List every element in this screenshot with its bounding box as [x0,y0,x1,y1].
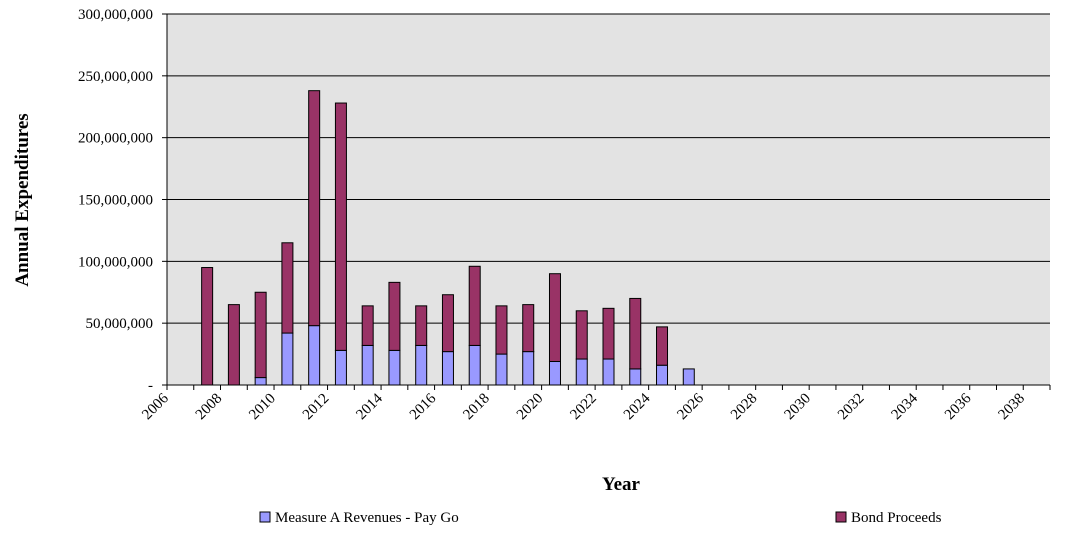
x-tick-label: 2010 [246,391,279,424]
y-tick-label: 300,000,000 [78,7,153,23]
x-tick-label: 2038 [996,391,1029,424]
bar-segment [441,351,454,386]
y-tick-label: 200,000,000 [78,131,153,147]
x-tick-label: 2022 [567,391,600,424]
x-tick-label: 2012 [300,391,333,424]
bar-segment [629,297,642,370]
x-tick-label: 2020 [514,391,547,424]
legend-label: Measure A Revenues - Pay Go [275,510,459,526]
bar-segment [334,102,347,351]
x-tick-label: 2008 [193,391,226,424]
bar-segment [308,90,321,327]
bar-segment [308,325,321,386]
x-tick-label: 2018 [460,391,493,424]
bar-segment [281,242,294,334]
bar-segment [254,291,267,379]
bar-segment [682,368,695,386]
bar-segment [495,353,508,386]
bar-segment [522,351,535,386]
bar-segment [495,305,508,355]
bar-segment [522,304,535,353]
x-tick-label: 2028 [728,391,761,424]
bar-segment [548,273,561,363]
x-tick-label: 2014 [353,390,386,423]
y-axis-title: Annual Expenditures [12,113,33,286]
x-tick-label: 2016 [407,390,440,423]
bar-segment [334,349,347,386]
y-tick-label: - [148,378,153,394]
x-tick-label: 2026 [674,390,707,423]
bar-segment [415,305,428,346]
x-tick-label: 2036 [942,390,975,423]
bar-segment [656,364,669,386]
x-tick-label: 2030 [781,391,814,424]
bar-segment [575,310,588,360]
bar-segment [602,307,615,360]
bar-segment [388,349,401,386]
bar-segment [468,344,481,386]
x-tick-label: 2034 [889,390,922,423]
x-tick-label: 2032 [835,391,868,424]
x-tick-label: 2006 [139,390,172,423]
x-tick-label: 2024 [621,390,654,423]
bar-segment [629,368,642,386]
bar-segment [602,358,615,386]
bar-segment [361,344,374,386]
y-tick-label: 150,000,000 [78,193,153,209]
bar-segment [441,294,454,353]
y-tick-label: 250,000,000 [78,69,153,85]
bar-segment [227,304,240,386]
legend-swatch [259,511,271,523]
y-tick-label: 50,000,000 [86,316,154,332]
bar-segment [388,281,401,351]
y-tick-label: 100,000,000 [78,254,153,270]
bar-segment [201,267,214,386]
bar-segment [361,305,374,346]
bar-segment [281,332,294,386]
bar-segment [575,358,588,386]
legend-swatch [835,511,847,523]
bar-segment [548,361,561,386]
bar-segment [254,377,267,386]
legend-label: Bond Proceeds [851,510,942,526]
bar-segment [415,344,428,386]
bar-segment [656,326,669,366]
x-axis-title: Year [602,474,641,495]
bar-segment [468,265,481,346]
